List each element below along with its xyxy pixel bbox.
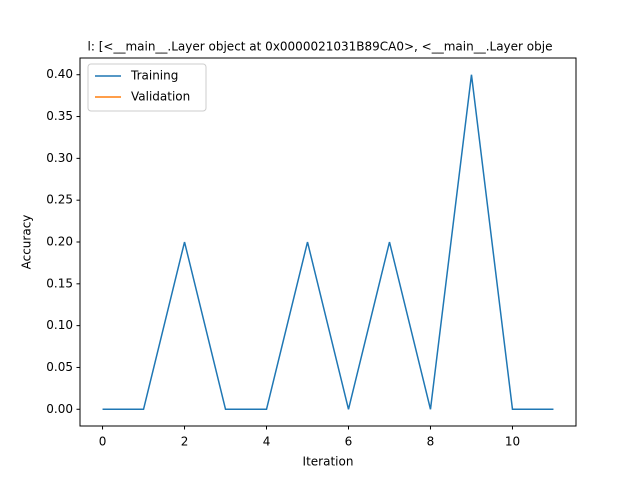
series-line	[102, 74, 554, 411]
y-axis-label: Accuracy	[20, 215, 34, 270]
y-tick-label: 0.15	[46, 276, 73, 290]
x-tick-label: 10	[505, 435, 520, 449]
x-tick-label: 4	[263, 435, 271, 449]
y-tick-label: 0.40	[46, 67, 73, 81]
y-tick-label: 0.20	[46, 235, 73, 249]
x-axis-label: Iteration	[303, 455, 354, 469]
y-tick-label: 0.05	[46, 360, 73, 374]
chart-title: l: [<__main__.Layer object at 0x00000210…	[88, 40, 553, 54]
y-tick-label: 0.35	[46, 109, 73, 123]
plot-frame	[79, 57, 577, 427]
y-tick-label: 0.25	[46, 193, 73, 207]
y-tick-label: 0.00	[46, 402, 73, 416]
x-tick-label: 2	[181, 435, 189, 449]
legend-label: Validation	[131, 90, 190, 104]
legend-label: Training	[130, 69, 178, 83]
y-tick-label: 0.30	[46, 151, 73, 165]
x-tick-label: 8	[427, 435, 435, 449]
y-tick-label: 0.10	[46, 318, 73, 332]
x-tick-label: 0	[99, 435, 107, 449]
x-tick-label: 6	[345, 435, 353, 449]
